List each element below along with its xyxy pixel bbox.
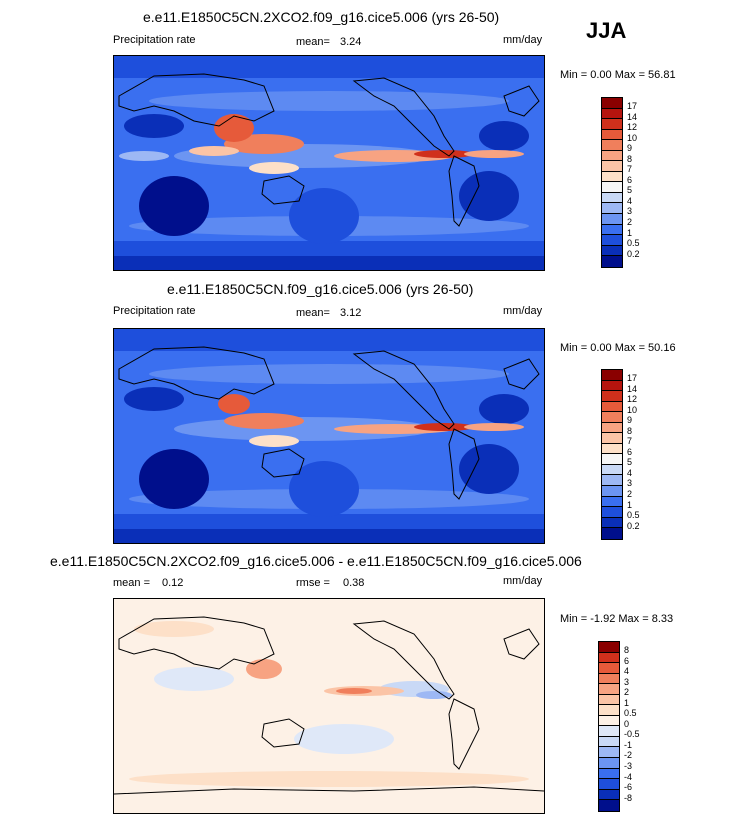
panel3-tick-label: 0.5 [624,708,637,718]
panel1-tick-label: 2 [627,217,633,227]
panel3-tick-label: 2 [624,687,630,697]
panel1-tick-label: 7 [627,164,633,174]
panel1-colorbar [601,97,623,268]
panel1-tick-label: 10 [627,133,638,143]
panel2-tick-label: 1 [627,500,633,510]
panel3-tick-label: -3 [624,761,633,771]
panel3-rmse-label: rmse = [296,577,330,589]
panel2-tick-label: 12 [627,394,638,404]
panel1-tick-label: 1 [627,228,633,238]
season-label: JJA [586,18,627,43]
panel2-map [113,328,545,544]
panel2-mean-label: mean= [296,307,330,319]
panel2-colorbar [601,369,623,540]
panel1-tick-label: 12 [627,122,638,132]
panel1-tick-label: 5 [627,185,633,195]
panel1-variable-label: Precipitation rate [113,34,196,46]
panel2-tick-label: 14 [627,384,638,394]
panel3-tick-label: 1 [624,698,630,708]
panel3-tick-label: -4 [624,772,633,782]
panel2-tick-label: 3 [627,478,633,488]
panel1-tick-label: 0.2 [627,249,640,259]
panel2-tick-label: 8 [627,426,633,436]
panel2-minmax: Min = 0.00 Max = 50.16 [560,342,676,354]
panel1-tick-label: 9 [627,143,633,153]
panel2-tick-label: 17 [627,373,638,383]
panel3-mean-label: mean = [113,577,150,589]
panel3-mean-value: 0.12 [162,577,184,589]
panel2-variable-label: Precipitation rate [113,305,196,317]
panel2-tick-label: 5 [627,457,633,467]
panel3-colorbar [598,641,620,812]
panel1-tick-label: 17 [627,101,638,111]
panel1-tick-label: 14 [627,112,638,122]
panel3-map [113,598,545,814]
panel3-tick-label: -2 [624,750,633,760]
panel1-tick-label: 3 [627,206,633,216]
panel3-units: mm/day [503,575,543,587]
panel2-units: mm/day [503,305,543,317]
panel3-tick-label: 6 [624,656,630,666]
panel1-units: mm/day [503,34,543,46]
panel1-mean-value: 3.24 [340,36,362,48]
panel1-map [113,55,545,271]
panel3-tick-label: 3 [624,677,630,687]
panel3-tick-label: 0 [624,719,630,729]
panel1-title: e.e11.E1850C5CN.2XCO2.f09_g16.cice5.006 … [143,9,500,25]
panel3-title: e.e11.E1850C5CN.2XCO2.f09_g16.cice5.006 … [50,553,582,569]
panel2-tick-label: 2 [627,489,633,499]
panel3-rmse-value: 0.38 [343,577,365,589]
panel2-title: e.e11.E1850C5CN.f09_g16.cice5.006 (yrs 2… [167,281,474,297]
panel2-tick-label: 6 [627,447,633,457]
panel3-tick-label: 4 [624,666,630,676]
panel3-tick-label: -0.5 [624,729,640,739]
panel3-tick-label: 8 [624,645,630,655]
panel2-tick-label: 10 [627,405,638,415]
panel1-tick-label: 0.5 [627,238,640,248]
panel1-tick-label: 4 [627,196,633,206]
panel3-tick-label: -6 [624,782,633,792]
panel1-tick-label: 8 [627,154,633,164]
panel2-tick-label: 9 [627,415,633,425]
panel1-mean-label: mean= [296,36,330,48]
panel3-minmax: Min = -1.92 Max = 8.33 [560,613,674,625]
panel2-tick-label: 7 [627,436,633,446]
panel3-tick-label: -1 [624,740,633,750]
panel1-tick-label: 6 [627,175,633,185]
panel2-tick-label: 4 [627,468,633,478]
panel2-tick-label: 0.2 [627,521,640,531]
panel1-minmax: Min = 0.00 Max = 56.81 [560,69,676,81]
panel2-tick-label: 0.5 [627,510,640,520]
panel3-tick-label: -8 [624,793,633,803]
panel2-mean-value: 3.12 [340,307,362,319]
